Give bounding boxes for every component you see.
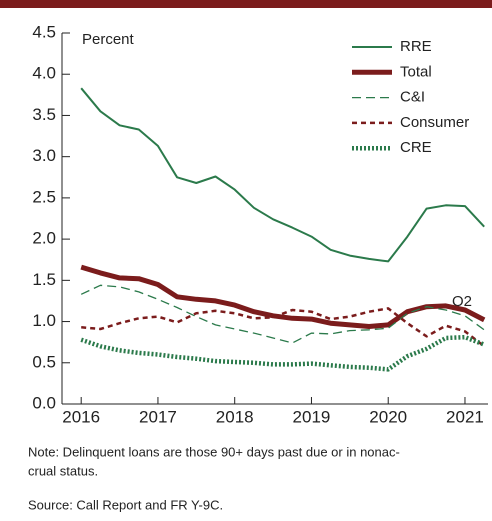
x-tick-label: 2016 — [62, 407, 100, 426]
header-bar — [0, 0, 492, 8]
series-line — [80, 264, 486, 329]
x-tick-label: 2021 — [446, 407, 484, 426]
y-tick-label: 0.5 — [32, 352, 56, 371]
note: crual status. — [28, 463, 98, 478]
x-tick-label: 2017 — [139, 407, 177, 426]
annotation: Q2 — [452, 293, 472, 310]
source: Source: Call Report and FR Y-9C. — [28, 497, 223, 512]
y-tick-label: 3.5 — [32, 105, 56, 124]
legend-label: CRE — [400, 139, 432, 156]
legend-label: C&I — [400, 89, 425, 106]
legend-label: Consumer — [400, 114, 469, 131]
y-axis-label: Percent — [82, 31, 135, 48]
x-tick-label: 2019 — [293, 407, 331, 426]
y-tick-label: 2.5 — [32, 187, 56, 206]
legend-label: RRE — [400, 38, 432, 55]
y-tick-label: 1.0 — [32, 311, 56, 330]
series-line — [80, 284, 485, 344]
y-tick-label: 3.0 — [32, 146, 56, 165]
note: Note: Delinquent loans are those 90+ day… — [28, 444, 400, 459]
y-tick-label: 4.0 — [32, 64, 56, 83]
y-tick-label: 4.5 — [32, 22, 56, 41]
y-tick-label: 0.0 — [32, 393, 56, 412]
y-tick-label: 1.5 — [32, 270, 56, 289]
series-line — [80, 334, 486, 372]
series-line — [80, 87, 485, 263]
legend-label: Total — [400, 63, 432, 80]
series-line — [81, 307, 485, 348]
y-tick-label: 2.0 — [32, 229, 56, 248]
x-tick-label: 2018 — [216, 407, 254, 426]
x-tick-label: 2020 — [369, 407, 407, 426]
